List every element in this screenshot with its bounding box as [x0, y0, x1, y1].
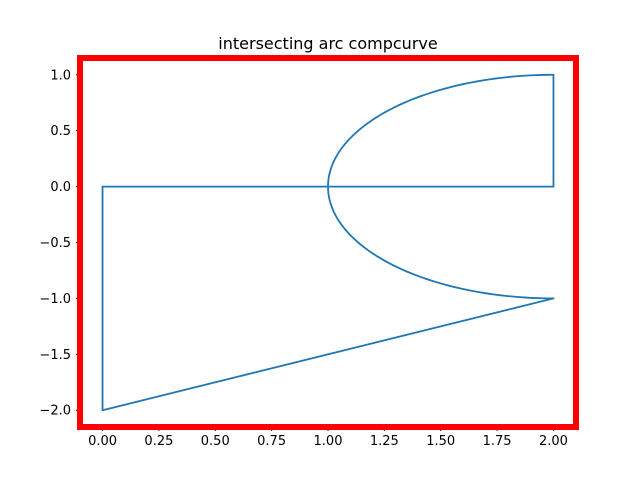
x-tick-label: 2.00	[539, 434, 568, 449]
x-tick-label: 0.25	[144, 434, 173, 449]
x-tick-label: 1.50	[426, 434, 455, 449]
y-tick-label: −2.0	[39, 404, 71, 419]
axis-ticks: 0.00 0.25 0.50 0.75 1.00 1.25 1.50 1.75 2.00 −2.0…	[39, 68, 568, 449]
x-tick-label: 0.50	[201, 434, 230, 449]
y-tick-label: −1.0	[39, 292, 71, 307]
chart-title: intersecting arc compcurve	[218, 34, 437, 53]
x-tick-label: 1.00	[314, 434, 343, 449]
y-tick-label: 0.0	[50, 180, 71, 195]
y-tick-label: 0.5	[50, 124, 71, 139]
x-tick-label: 1.75	[483, 434, 512, 449]
series-line-segment	[101, 297, 555, 412]
y-tick-label: −0.5	[39, 236, 71, 251]
series-arc-segment	[327, 73, 555, 300]
plot-area	[101, 73, 555, 412]
y-tick-label: 1.0	[50, 68, 71, 83]
x-tick-label: 1.25	[370, 434, 399, 449]
x-tick-label: 0.75	[257, 434, 286, 449]
axes-frame	[77, 55, 579, 430]
y-tick-label: −1.5	[39, 348, 71, 363]
x-tick-label: 0.00	[88, 434, 117, 449]
